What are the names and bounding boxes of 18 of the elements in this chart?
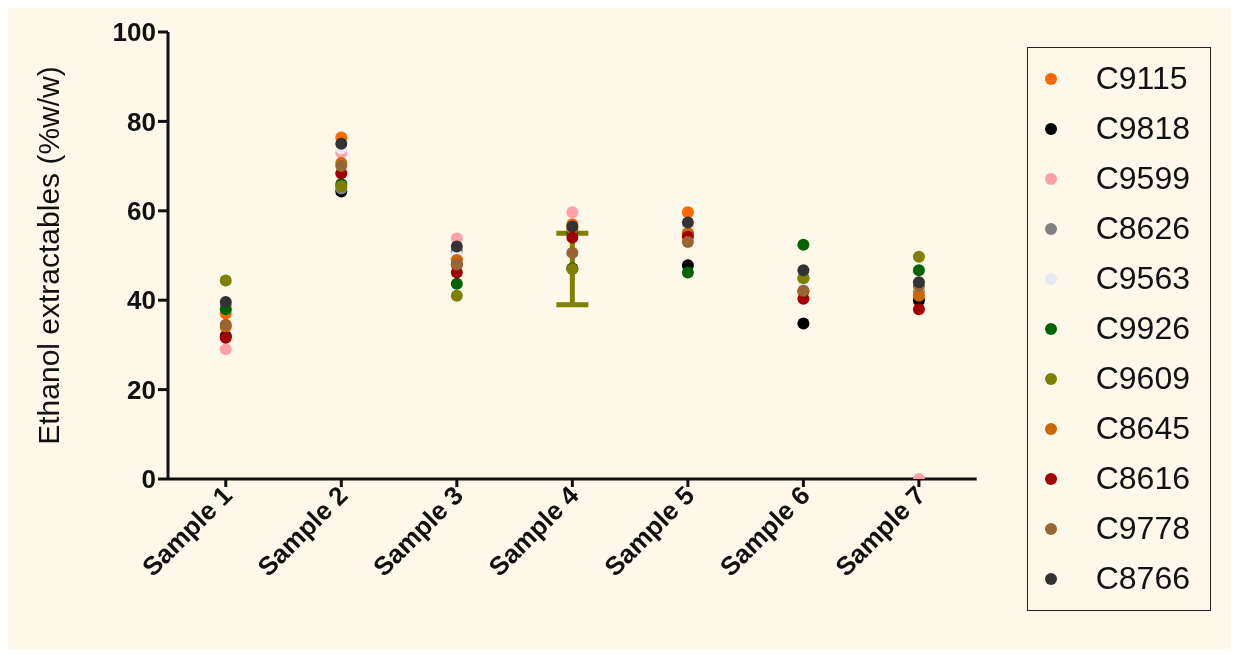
legend-label: C8616	[1095, 460, 1190, 497]
legend-label: C8766	[1095, 560, 1190, 597]
y-tick-label: 60	[127, 196, 156, 227]
legend-label: C9599	[1095, 160, 1190, 197]
y-tick-label: 20	[127, 374, 156, 405]
y-tick-label: 80	[127, 106, 156, 137]
legend-label: C8626	[1095, 210, 1190, 247]
y-tick-label: 100	[112, 17, 156, 48]
y-tick-label: 40	[127, 285, 156, 316]
legend-label: C9926	[1095, 310, 1190, 347]
y-tick-label: 0	[141, 464, 156, 495]
legend-label: C8645	[1095, 410, 1190, 447]
legend-label: C9563	[1095, 260, 1190, 297]
legend-label: C9115	[1095, 60, 1188, 97]
legend-label: C9818	[1095, 110, 1190, 147]
legend-label: C9778	[1095, 510, 1190, 547]
legend-label: C9609	[1095, 360, 1190, 397]
y-axis-title: Ethanol extractables (%w/w)	[31, 66, 65, 445]
